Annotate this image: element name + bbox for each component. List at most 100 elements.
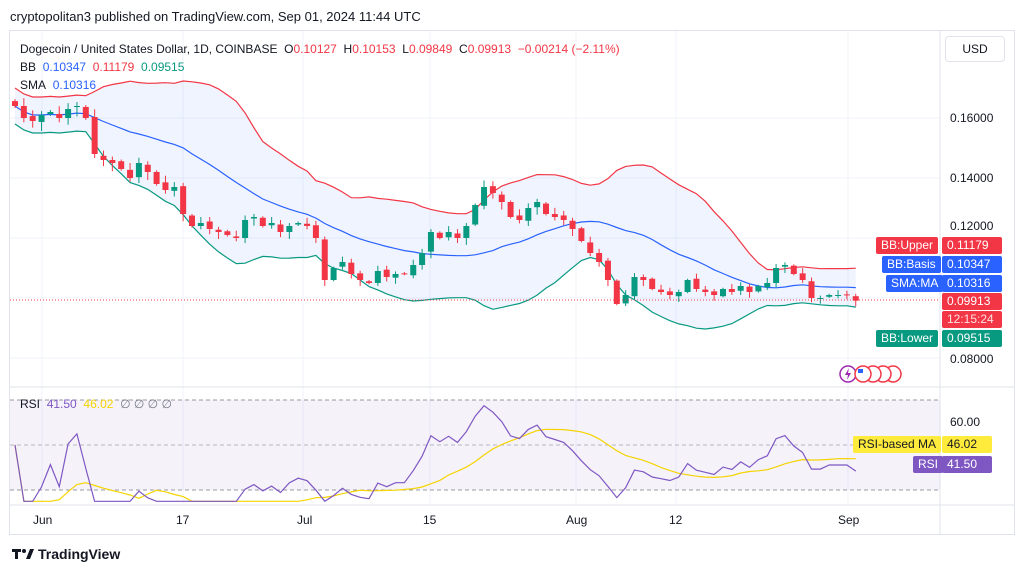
bb-upper-line [14,80,856,271]
price-tick: 0.12000 [950,219,994,233]
candle-body [82,106,89,118]
symbol-row: Dogecoin / United States Dollar, 1D, COI… [20,42,620,56]
candle-body [419,253,426,265]
last-price-tag: 0.09913 [942,293,1002,310]
currency-button[interactable]: USD [945,36,1005,62]
rsi-line [14,404,857,503]
candle-body [295,223,302,225]
candle-body [436,232,443,238]
candle-body [472,205,479,225]
candle-body [277,224,284,232]
rsi-ma-line [14,428,856,502]
candle-body [100,155,107,160]
candle-body [746,286,753,292]
candle-body [551,214,558,217]
candle-body [649,278,656,289]
candle-body [534,202,541,208]
candle-body [135,163,142,178]
candle-body [224,231,231,235]
bb-row: BB 0.10347 0.11179 0.09515 [20,60,185,74]
candle-body [631,277,638,297]
publish-line: cryptopolitan3 published on TradingView.… [10,9,421,24]
bb-basis-tag-label: BB:Basis [882,256,941,273]
candle-body [799,273,806,280]
lightning-glyph-icon [845,368,851,380]
candle-body [781,265,788,267]
candle-body [604,260,611,280]
x-tick: Sep [838,513,860,527]
candle-body [374,271,381,283]
candle-body [144,164,151,172]
rsi-legend: RSI 41.50 46.02 ∅ ∅ ∅ ∅ [20,397,172,411]
candle-body [675,292,682,297]
candle-body [91,117,98,154]
candle-body [543,203,549,214]
candle-body [118,161,125,169]
tv-logo-icon [12,549,34,559]
candle-body [613,280,620,304]
candle-body [728,289,735,292]
candle-body [109,160,116,163]
candle-body [250,217,257,219]
countdown-tag: 12:15:24 [942,311,1002,328]
candle-body [215,229,222,232]
candle-body [189,215,195,226]
rsi-ma-tag-label: RSI-based MA [853,436,942,453]
bb-basis-line [14,105,856,289]
candle-body [56,113,63,118]
candle-body [73,106,80,108]
candle-body [498,194,505,202]
candle-body [755,286,762,292]
candle-body [38,115,45,122]
candle-body [463,226,470,238]
candles [12,98,859,307]
x-tick: 12 [669,513,683,527]
candle-body [29,116,36,121]
candle-body [20,106,27,118]
candle-body [339,262,346,267]
candle-body [321,239,328,280]
candle-body [489,186,496,193]
candle-body [180,186,187,214]
candle-body [206,221,213,229]
candle-body [560,215,567,220]
candle-body [481,187,488,206]
candle-body [304,223,311,226]
rsi-tick: 60.00 [950,415,981,429]
x-tick: Jun [33,513,53,527]
candle-body [171,187,178,191]
candle-body [525,208,532,221]
candle-body [516,215,523,220]
candle-body [702,289,709,292]
candle-body [658,289,665,292]
candle-body [808,281,815,298]
price-tick: 0.16000 [950,111,994,125]
tradingview-logo[interactable]: TradingView [12,546,120,562]
candle-body [162,182,169,190]
x-tick: 17 [176,513,190,527]
candle-body [410,265,417,276]
candle-body [737,286,744,291]
x-tick: Aug [566,513,588,527]
candle-body [790,265,797,274]
rsi-tag-label: RSI [913,456,944,473]
chart-frame[interactable] [9,30,1015,535]
candle-body [153,172,160,184]
candle-body [197,223,204,226]
candle-body [65,109,72,118]
event-icons [839,365,902,383]
candle-body [711,291,718,295]
candle-body [454,233,461,238]
candle-body [312,225,319,238]
candle-body [286,226,293,232]
candle-body [843,294,850,296]
candle-body [233,236,240,238]
candle-body [817,298,824,299]
bb-basis-tag-value: 0.10347 [942,256,1002,273]
candle-body [578,228,585,241]
candle-body [835,295,842,296]
candle-body [773,268,780,283]
bb-lower-line [14,123,856,330]
candle-body [507,202,514,217]
